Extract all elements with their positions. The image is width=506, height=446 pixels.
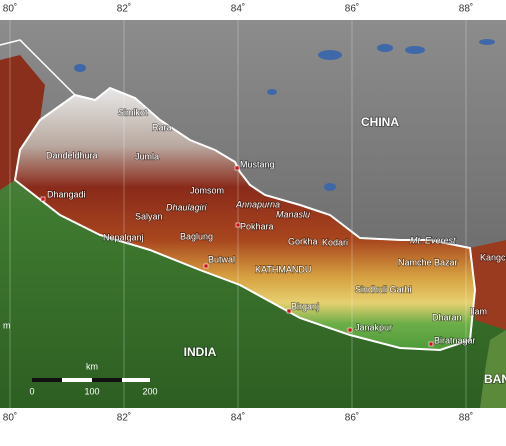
place-label: Gorkha <box>288 236 318 246</box>
place-label: Rara <box>152 122 172 132</box>
nepal <box>13 86 477 352</box>
city-marker <box>235 222 241 228</box>
lakes <box>74 39 495 191</box>
sikkim <box>470 240 506 330</box>
place-label: Kangc <box>480 252 506 262</box>
place-label: Salyan <box>135 211 163 221</box>
place-label: Annapurna <box>235 199 280 209</box>
place-label: Dhaulagiri <box>166 202 208 212</box>
scale-unit: km <box>86 361 98 371</box>
longitude-label: 86˚ <box>345 412 359 424</box>
labels: Simikot Rara Dandeldhura Jumla Mustang Dhanga… <box>45 107 506 347</box>
city-marker <box>347 327 353 333</box>
country-label: INDIA <box>184 345 217 359</box>
place-label: Dharan <box>432 312 462 322</box>
longitude-label: 88˚ <box>459 412 473 424</box>
scale-segment <box>92 378 122 382</box>
place-label: Jomsom <box>190 185 224 195</box>
border-line <box>0 39 76 96</box>
city-marker <box>286 308 292 314</box>
longitude-label: 88˚ <box>459 3 473 15</box>
lake <box>74 64 86 72</box>
longitude-label: 82˚ <box>117 412 131 424</box>
place-label: Birganj <box>291 301 319 311</box>
place-label: Mt. Everest <box>410 235 456 245</box>
place-label: Butwal <box>208 254 235 264</box>
place-label: Namche Bazar <box>398 257 458 267</box>
city-marker <box>428 341 434 347</box>
lake <box>267 89 277 95</box>
longitude-label: 84˚ <box>231 3 245 15</box>
place-label: Nepalganj <box>103 232 144 242</box>
edge-label: m <box>3 320 11 330</box>
lake <box>318 50 342 60</box>
lake <box>324 183 336 191</box>
place-label: KATHMANDU <box>255 264 311 274</box>
place-label: Jumla <box>135 151 159 161</box>
place-label: Ilam <box>470 306 487 316</box>
city-markers <box>40 165 434 347</box>
place-label: Dhangadi <box>47 189 86 199</box>
city-marker <box>234 165 240 171</box>
longitude-label: 82˚ <box>117 3 131 15</box>
graticule <box>9 20 467 408</box>
scale-label: 0 <box>29 386 34 396</box>
place-label: Simikot <box>118 107 148 117</box>
place-label: Manaslu <box>276 209 310 219</box>
scale-label: 100 <box>84 386 99 396</box>
place-label: Pokhara <box>240 221 274 231</box>
city-marker <box>203 263 209 269</box>
place-label: Baglung <box>180 231 213 241</box>
bangladesh-area <box>480 330 506 408</box>
scale-segment <box>122 378 150 382</box>
lake <box>405 46 425 54</box>
longitude-label: 80˚ <box>3 3 17 15</box>
place-label: Janakpur <box>355 322 392 332</box>
place-label: Mustang <box>240 159 275 169</box>
scale-label: 200 <box>142 386 157 396</box>
indian-himalaya <box>0 55 45 190</box>
longitude-label: 84˚ <box>231 412 245 424</box>
longitude-label: 80˚ <box>3 412 17 424</box>
place-label: Kodari <box>322 237 348 247</box>
lake <box>377 44 393 52</box>
china-terrain <box>0 20 506 248</box>
place-label: Dandeldhura <box>46 150 98 160</box>
country-label: BAN <box>484 372 506 386</box>
scale-segment <box>62 378 92 382</box>
scale-segment <box>32 378 62 382</box>
place-label: Sindhuli Garhi <box>355 284 412 294</box>
city-marker <box>40 196 46 202</box>
longitude-label: 86˚ <box>345 3 359 15</box>
country-label: CHINA <box>361 115 399 129</box>
lake <box>479 39 495 45</box>
place-label: Biratnagar <box>434 335 476 345</box>
